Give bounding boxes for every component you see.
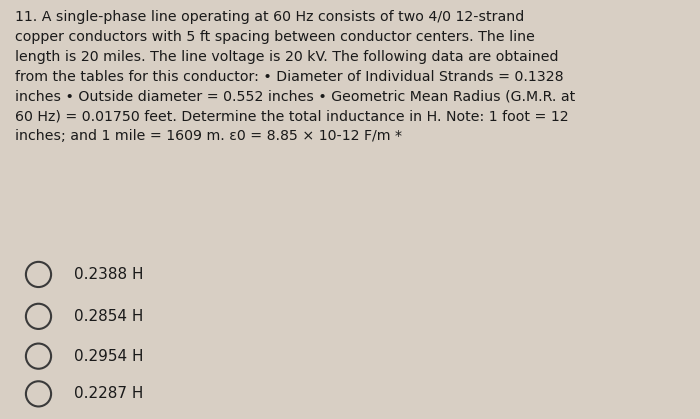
Text: 0.2854 H: 0.2854 H bbox=[74, 309, 143, 324]
Text: 0.2287 H: 0.2287 H bbox=[74, 386, 143, 401]
Text: 0.2388 H: 0.2388 H bbox=[74, 267, 143, 282]
Text: 11. A single-phase line operating at 60 Hz consists of two 4/0 12-strand
copper : 11. A single-phase line operating at 60 … bbox=[15, 10, 575, 143]
Text: 0.2954 H: 0.2954 H bbox=[74, 349, 143, 364]
